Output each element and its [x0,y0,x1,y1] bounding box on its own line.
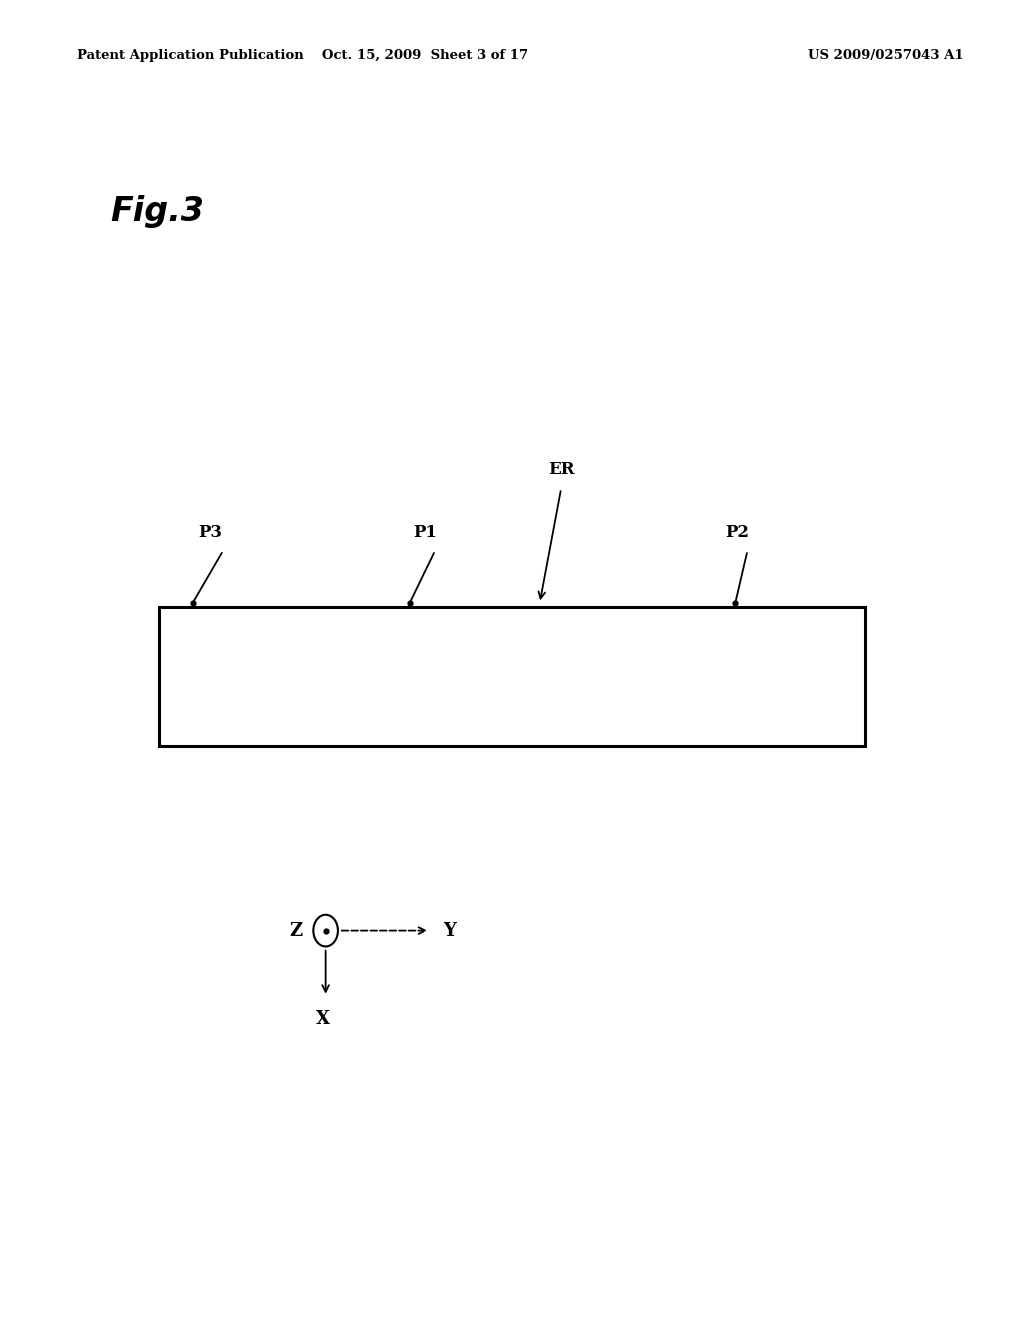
Circle shape [313,915,338,946]
Text: Oct. 15, 2009  Sheet 3 of 17: Oct. 15, 2009 Sheet 3 of 17 [322,49,528,62]
Text: P2: P2 [725,524,750,541]
Text: P1: P1 [413,524,437,541]
Text: Z: Z [289,921,302,940]
Text: US 2009/0257043 A1: US 2009/0257043 A1 [808,49,964,62]
Text: Fig.3: Fig.3 [111,195,205,227]
Text: X: X [315,1010,330,1028]
Text: ER: ER [548,461,574,478]
Text: Patent Application Publication: Patent Application Publication [77,49,303,62]
Text: Y: Y [443,921,457,940]
Text: P3: P3 [198,524,222,541]
Bar [159,607,865,746]
